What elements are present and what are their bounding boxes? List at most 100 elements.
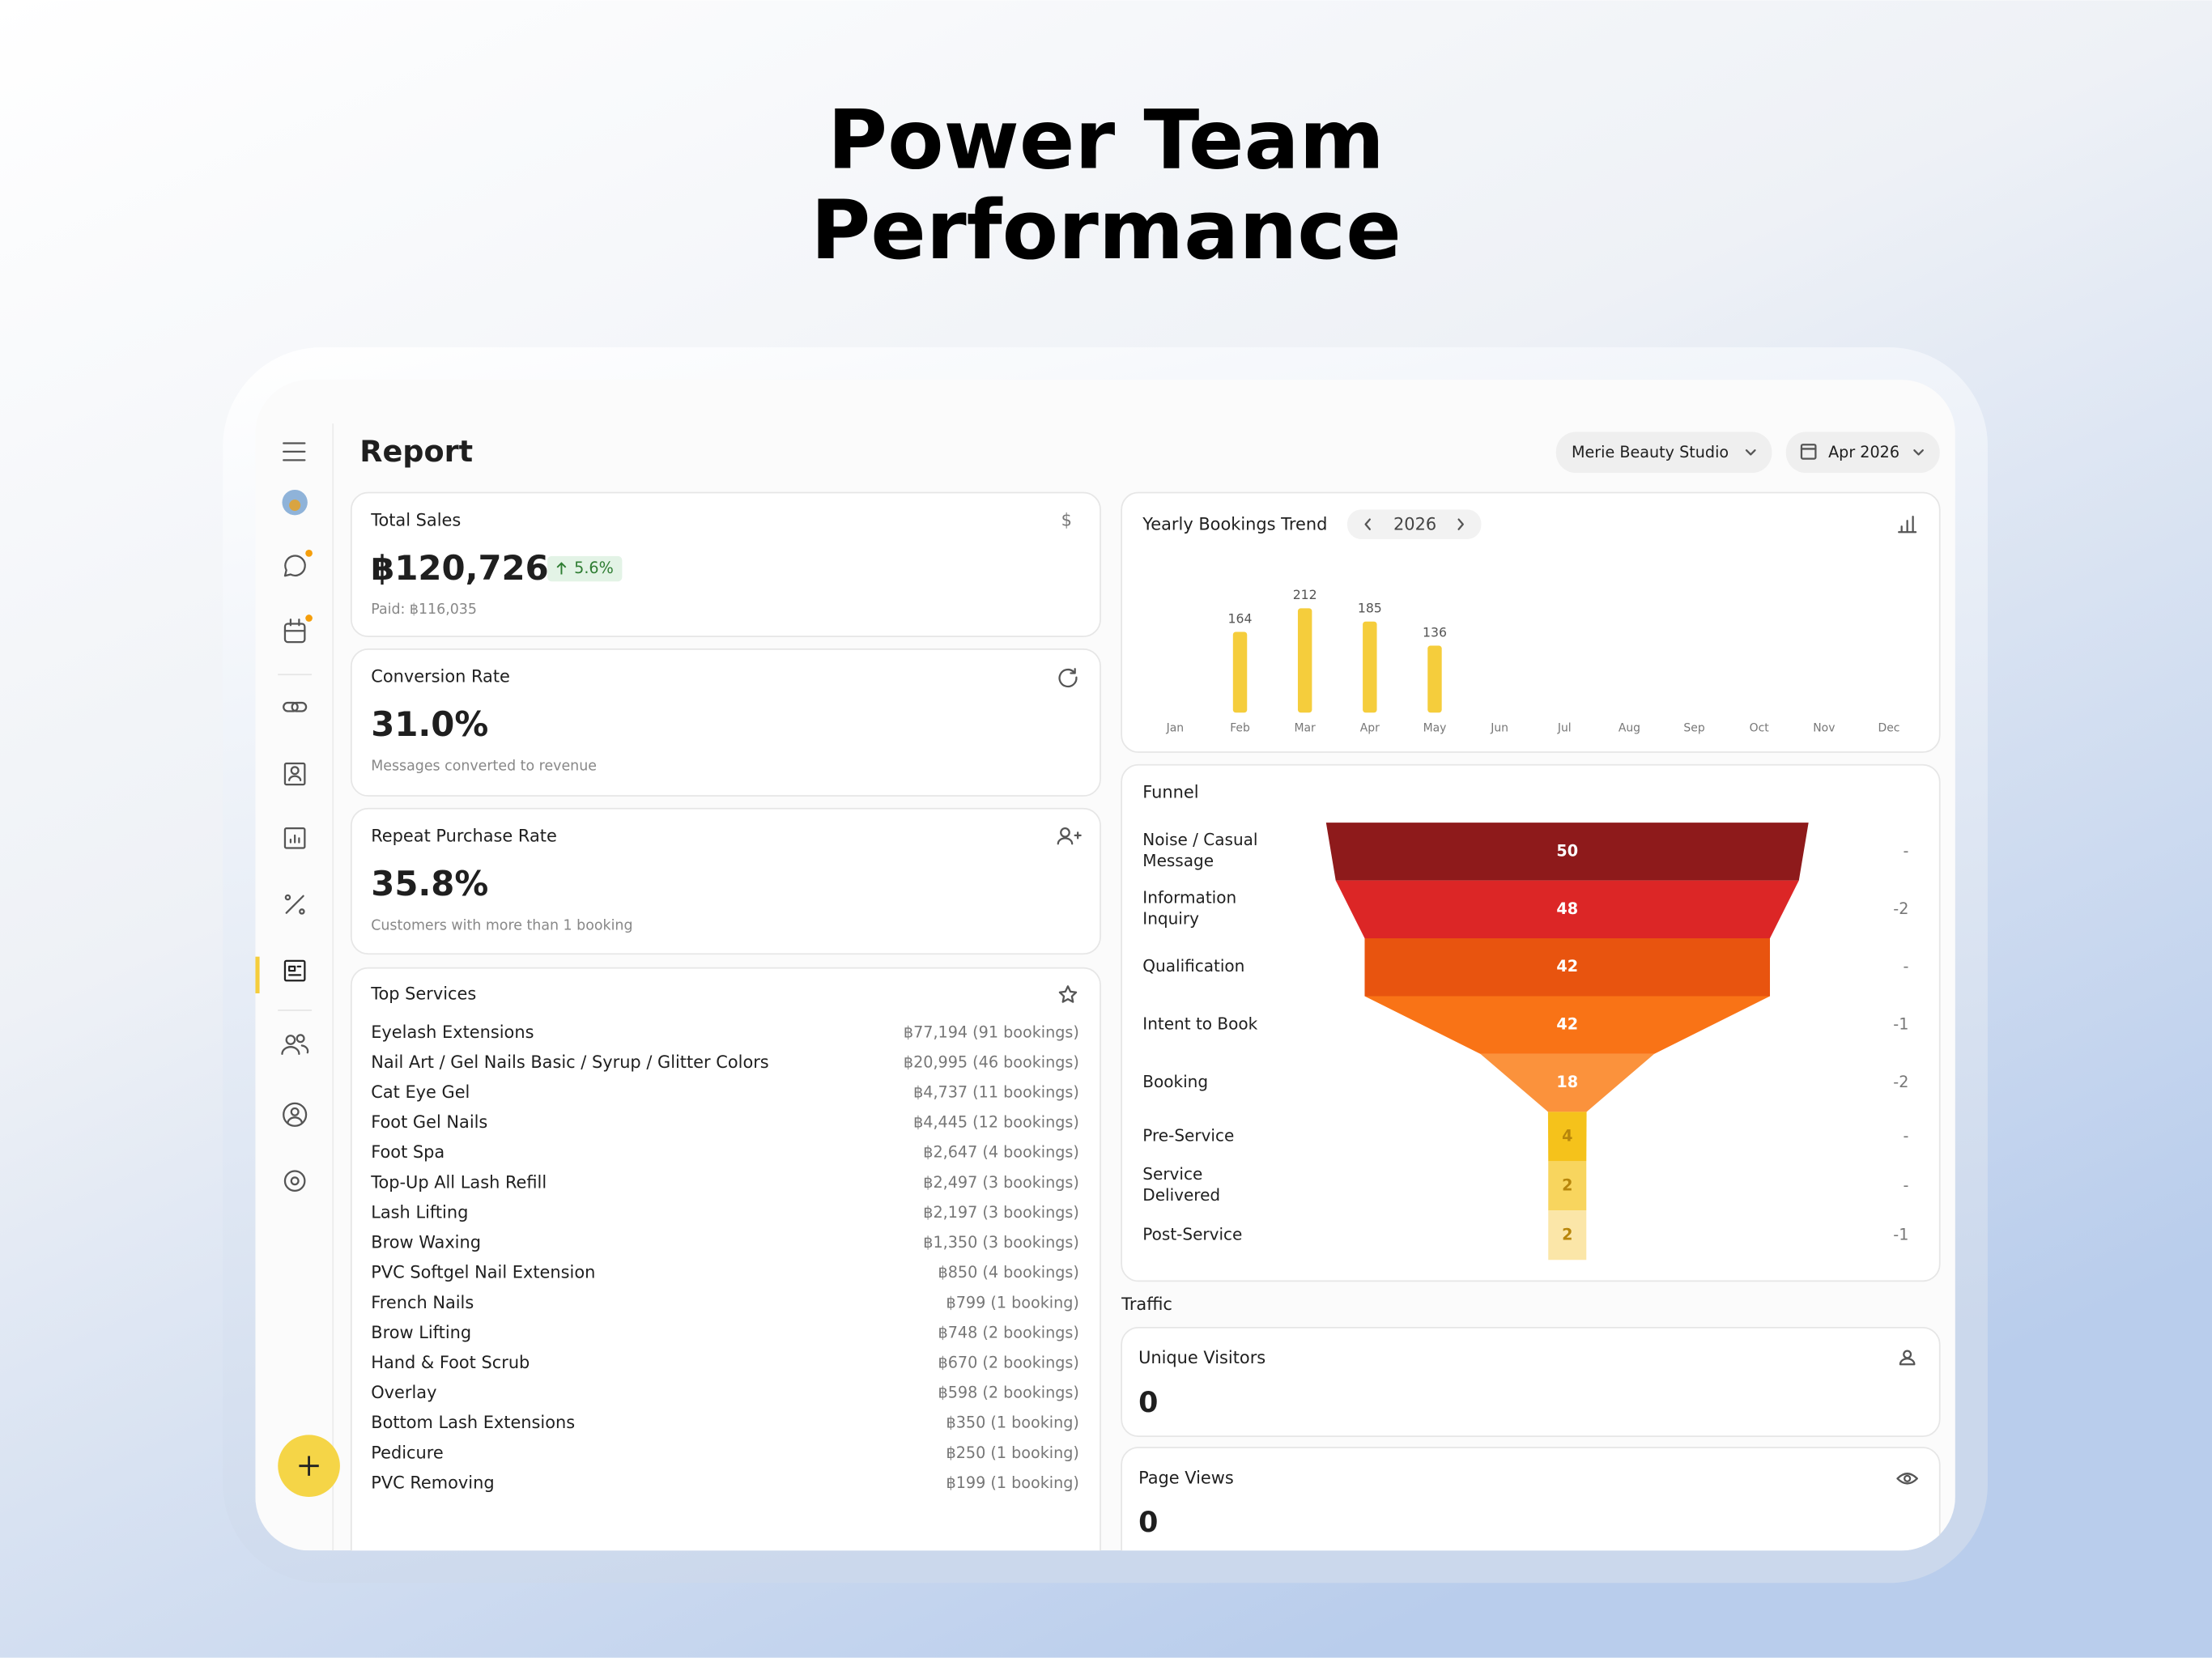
service-detail: ฿1,350 (3 bookings) — [923, 1233, 1079, 1252]
value-label: 212 — [1293, 587, 1317, 602]
stage-change: - — [1903, 1126, 1908, 1145]
service-detail: ฿799 (1 booking) — [946, 1293, 1079, 1312]
service-name: Pedicure — [371, 1443, 443, 1462]
next-year[interactable] — [1457, 518, 1464, 530]
service-name: PVC Removing — [371, 1473, 494, 1492]
visitor-icon — [1899, 1350, 1916, 1366]
bar — [1427, 645, 1442, 713]
service-name: Cat Eye Gel — [371, 1082, 470, 1102]
card-value: 31.0% — [371, 704, 488, 744]
service-detail: ฿4,737 (11 bookings) — [913, 1082, 1079, 1101]
value-label: 48 — [1556, 899, 1578, 918]
value-label: 50 — [1556, 841, 1578, 860]
funnel-segment — [1548, 1210, 1587, 1261]
service-name: Bottom Lash Extensions — [371, 1413, 575, 1432]
metric-label: Page Views — [1138, 1468, 1234, 1487]
card — [350, 491, 1101, 638]
refresh-icon — [1058, 668, 1078, 688]
card-label: Total Sales — [370, 510, 461, 529]
x-tick-label: Jul — [1557, 721, 1572, 734]
x-tick-label: Oct — [1750, 721, 1770, 734]
x-tick-label: Mar — [1295, 721, 1317, 734]
chart-title: Yearly Bookings Trend — [1142, 515, 1327, 534]
value-label: 2 — [1562, 1175, 1572, 1194]
card-note: Customers with more than 1 booking — [371, 917, 632, 933]
stage-label: Noise / Casual Message — [1142, 829, 1257, 869]
service-detail: ฿250 (1 booking) — [946, 1443, 1079, 1462]
chevron — [1913, 449, 1924, 456]
year-switcher[interactable] — [1346, 509, 1482, 539]
service-name: Nail Art / Gel Nails Basic / Syrup / Gli… — [371, 1052, 768, 1072]
funnel-segment — [1364, 996, 1771, 1054]
calendar-icon[interactable] — [283, 619, 306, 644]
active-indicator — [255, 956, 260, 993]
value-label: 164 — [1228, 610, 1253, 626]
period-select[interactable] — [1785, 432, 1940, 474]
service-detail: ฿598 (2 bookings) — [938, 1384, 1079, 1402]
x-tick-label: Apr — [1360, 721, 1380, 734]
add-icon — [299, 1456, 319, 1476]
metric-value: 0 — [1138, 1387, 1158, 1419]
link-icon[interactable] — [283, 701, 308, 712]
service-name: Foot Spa — [371, 1142, 445, 1162]
card-label: Repeat Purchase Rate — [371, 827, 557, 846]
value-label: 18 — [1556, 1073, 1578, 1091]
stage-change: -2 — [1893, 1073, 1908, 1091]
value-label: 42 — [1556, 957, 1578, 976]
service-name: Hand & Foot Scrub — [371, 1353, 530, 1372]
service-detail: ฿20,995 (46 bookings) — [904, 1052, 1079, 1071]
bar — [1363, 621, 1377, 713]
chat-icon[interactable] — [283, 555, 306, 577]
stage-label: Pre-Service — [1142, 1125, 1234, 1145]
card-value: ฿120,726 — [371, 548, 548, 588]
x-tick-label: Feb — [1230, 721, 1250, 734]
stage-label: Intent to Book — [1142, 1014, 1257, 1034]
prev-year[interactable] — [1364, 518, 1371, 530]
service-detail: ฿2,497 (3 bookings) — [923, 1173, 1079, 1192]
studio-select[interactable] — [1555, 432, 1772, 474]
stage-change: - — [1903, 841, 1908, 860]
metric-value: 0 — [1138, 1507, 1158, 1539]
report-icon[interactable] — [283, 827, 306, 849]
funnel-segment — [1364, 938, 1771, 997]
stage-label: Information Inquiry — [1142, 887, 1236, 928]
team-icon[interactable] — [281, 1034, 309, 1056]
stage-label: Service Delivered — [1142, 1163, 1220, 1204]
service-name: Lash Lifting — [371, 1202, 468, 1222]
change-badge — [547, 555, 623, 582]
screen: Report Merie Beauty Studio Apr 2026 $ To… — [255, 380, 1955, 1551]
account-icon[interactable] — [283, 1102, 308, 1127]
stage-change: - — [1903, 1175, 1908, 1194]
contact-icon[interactable] — [283, 762, 306, 786]
up-arrow — [556, 562, 567, 575]
service-detail: ฿850 (4 bookings) — [938, 1263, 1079, 1282]
service-name: Brow Waxing — [371, 1233, 481, 1252]
menu-icon[interactable] — [283, 442, 306, 461]
section-title: Top Services — [370, 984, 476, 1004]
percent-icon[interactable] — [284, 894, 305, 915]
stage-label: Post-Service — [1142, 1224, 1242, 1244]
bar — [1297, 608, 1312, 713]
value-label: 4 — [1562, 1126, 1572, 1145]
badge-dot — [305, 614, 313, 622]
funnel-segment — [1547, 1112, 1587, 1162]
stage-change: -1 — [1893, 1225, 1908, 1244]
headline: Power Team — [827, 92, 1385, 188]
service-detail: ฿2,197 (3 bookings) — [923, 1203, 1079, 1222]
service-detail: ฿350 (1 booking) — [946, 1414, 1079, 1432]
service-detail: ฿77,194 (91 bookings) — [904, 1022, 1079, 1041]
stage-label: Qualification — [1142, 956, 1244, 976]
section-title: Traffic — [1121, 1295, 1172, 1314]
service-detail: ฿670 (2 bookings) — [938, 1354, 1079, 1372]
period: Apr 2026 — [1828, 443, 1899, 461]
chevron — [1745, 449, 1756, 456]
service-detail: ฿199 (1 booking) — [946, 1473, 1079, 1492]
stage-label: Booking — [1142, 1072, 1208, 1091]
settings-icon[interactable] — [283, 1170, 306, 1192]
dashboard-icon[interactable] — [283, 959, 306, 982]
value-label: 185 — [1358, 601, 1382, 616]
card — [350, 807, 1101, 955]
service-name: Foot Gel Nails — [371, 1112, 487, 1132]
x-tick-label: May — [1423, 721, 1447, 734]
chart-icon — [1898, 515, 1917, 534]
